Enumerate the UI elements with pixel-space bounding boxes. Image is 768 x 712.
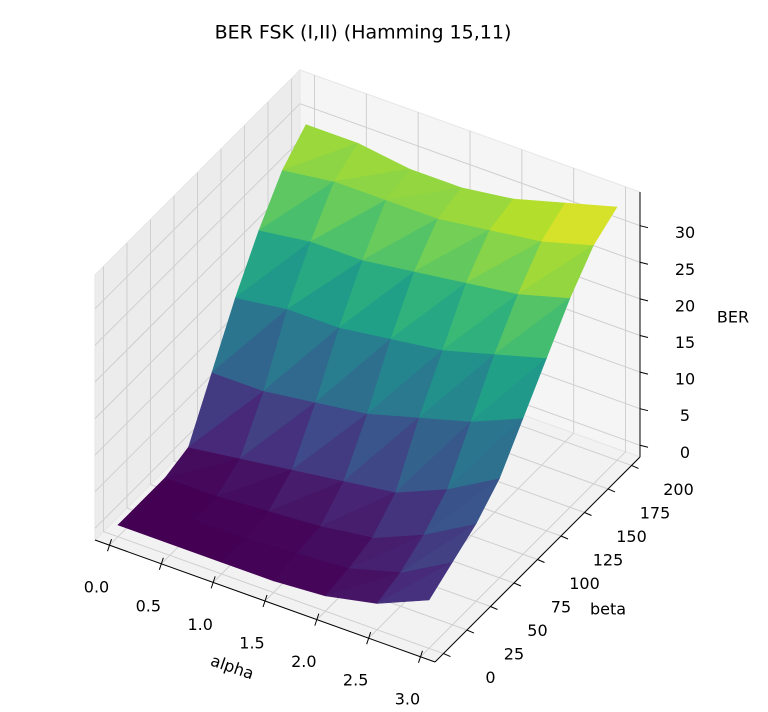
z-tick-label: 15 [675,333,695,352]
z-tick-label: 10 [675,370,695,389]
z-tick-label: 5 [680,406,690,425]
tick-mark [639,298,649,302]
x-tick-label: 0.5 [136,596,161,615]
y-tick-label: 100 [569,574,600,593]
tick-mark [639,444,649,448]
y-tick-label: 0 [485,668,495,687]
surface-triangle [376,561,453,604]
x-tick-label: 1.5 [239,634,264,653]
tick-mark [639,261,649,265]
x-axis-label: alpha [208,651,256,683]
surface-triangle [423,477,500,535]
tick-mark [584,512,592,516]
x-tick-label: 2.0 [291,652,316,671]
surface-triangle [447,417,524,490]
axis-line [434,456,641,663]
y-tick-label: 150 [616,527,647,546]
y-tick-label: 125 [593,550,624,569]
chart-title: BER FSK (I,II) (Hamming 15,11) [215,22,512,44]
axis-line [94,539,436,663]
surface-triangle [541,206,618,246]
tick-mark [466,629,475,634]
grid-line [103,531,444,655]
z-axis-label: BER [717,308,749,327]
tick-mark [607,488,616,493]
grid-line [94,103,301,310]
grid-line [94,139,301,346]
tick-mark [537,559,545,563]
y-tick-label: 25 [504,645,524,664]
y-tick-label: 175 [640,503,671,522]
x-tick-label: 2.5 [343,671,368,690]
x-tick-label: 3.0 [395,689,420,708]
y-tick-label: 50 [527,621,547,640]
tick-mark [560,535,569,540]
y-tick-label: 200 [663,480,694,499]
surface-triangle [517,244,594,299]
tick-mark [490,606,498,610]
x-tick-label: 1.0 [187,615,212,634]
y-axis-label: beta [590,600,626,619]
x-tick-label: 0.0 [84,578,109,597]
surface-triangle [470,357,547,422]
tick-mark [513,582,522,587]
tick-mark [443,653,451,657]
tick-mark [639,334,649,338]
tick-mark [639,371,649,375]
grid-line [94,176,301,383]
y-tick-label: 75 [551,598,571,617]
z-tick-label: 0 [680,443,690,462]
tick-mark [639,225,649,229]
z-tick-label: 25 [675,260,695,279]
tick-mark [639,408,649,412]
z-tick-label: 20 [675,296,695,315]
surface-triangle [400,523,477,573]
tick-mark [631,465,639,469]
surface-triangle [494,297,571,359]
z-tick-label: 30 [675,223,695,242]
surface [117,124,618,604]
